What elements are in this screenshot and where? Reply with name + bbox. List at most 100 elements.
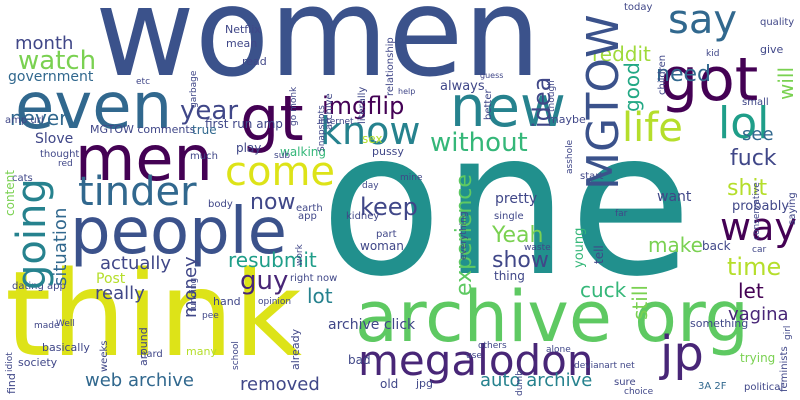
word: pee [202,311,219,321]
word: now [250,190,296,215]
word: even [15,70,173,144]
word: others [478,341,507,351]
word: right now [290,273,338,284]
word: Netflix [225,23,261,36]
word: archive click [328,317,416,333]
word: far [615,209,628,219]
word: tinder [78,169,197,215]
word: actually [100,253,172,274]
word: mean [226,37,258,50]
word: guy [240,266,289,296]
word: gt [240,82,304,155]
word: Yeah [492,223,544,248]
word: saying [787,192,798,225]
word: imgflip [322,92,405,120]
word: internet [318,117,354,127]
word: web archive [85,370,195,391]
word: dumb [515,370,525,396]
word: lol [718,98,770,149]
word: watch [18,46,97,76]
word: earth [296,203,323,214]
word: say [668,0,738,43]
word: app [298,211,317,222]
word: really [95,283,145,304]
word: sure [614,377,636,388]
word: never [10,106,68,130]
word: feminists [779,346,790,392]
word: pussy [372,145,404,158]
word: car [752,245,767,255]
word: fuck [730,146,777,171]
word: quality [760,17,795,28]
word: single [494,211,524,222]
word: cats [12,173,33,184]
word: always [440,79,485,94]
word: sex [362,132,383,146]
word: without [430,128,528,158]
word: Well [56,319,75,329]
word: tell [592,245,606,264]
word: sub [274,151,291,161]
word: Post [96,271,126,287]
word: idiot [5,352,15,372]
word: new [450,75,566,140]
word: back [702,239,731,253]
word: walking [280,145,327,159]
word: choice [624,387,654,397]
word: much [190,151,218,162]
word: waste [524,243,551,253]
word: think [5,245,302,383]
word: first run amp [205,117,283,131]
word: weeks [99,340,110,372]
word: maybe [548,113,586,126]
word: megalodon [358,336,594,385]
word: thought [40,149,80,160]
word: literally [357,86,368,124]
word: start [580,171,604,182]
word: one [320,88,693,321]
word: give [760,43,784,56]
word: hand [213,295,241,308]
word: jpg [416,377,434,390]
word: around [137,327,150,366]
word: Slove [35,131,74,147]
word: archive org [355,276,749,358]
word: time [727,253,782,281]
word: removed [240,374,320,395]
word: though [547,80,557,112]
word: day [362,181,379,191]
word: reddit [592,42,651,66]
word: guess [480,71,504,80]
word: got [660,45,759,115]
word: help [398,87,416,96]
word: vagina [728,304,789,325]
word: resubmit [228,248,317,272]
word: amp url [5,115,44,126]
word: asshole [565,139,575,174]
word: woman [360,239,404,253]
word: play [236,141,262,155]
word: women [95,0,541,104]
word: lot [307,284,333,308]
word: 3A 2F [698,381,727,392]
word: year [180,96,239,126]
word: need [656,62,711,87]
word: red [58,159,73,169]
word: bad [348,353,371,367]
word: probably [732,199,790,214]
word: MGTOW comments [90,123,196,136]
word: still [628,285,652,320]
word: better [483,89,494,120]
word: show [492,248,549,273]
word: make [648,233,703,257]
word: old [380,377,399,391]
word: hard [140,349,163,360]
word: trying [740,351,776,365]
word: men [75,122,213,195]
word: shit [727,176,768,201]
word: cuck [580,278,627,302]
word: today [624,2,653,13]
word: political [744,382,784,393]
word: people [70,195,287,269]
